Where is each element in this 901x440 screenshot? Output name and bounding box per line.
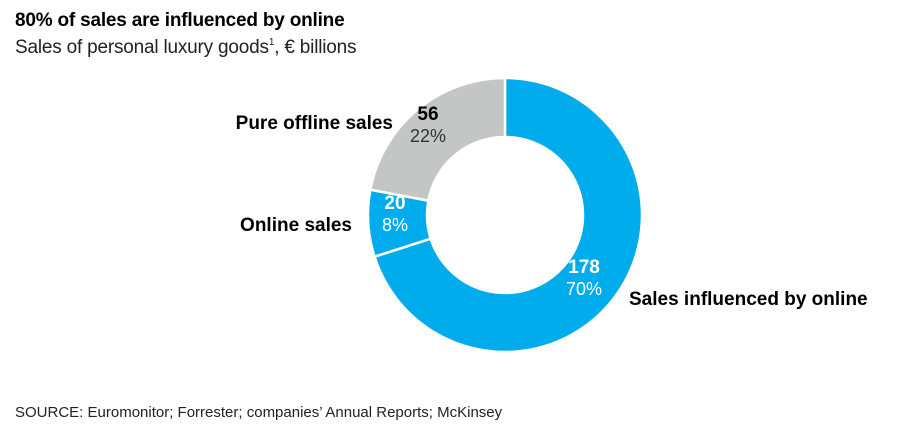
slice-value-label-2: 56 [417,104,438,125]
slice-percent-label-1: 8% [382,215,408,235]
slice-value-label-1: 20 [384,193,405,214]
slice-0 [372,76,644,354]
slice-percent-label-0: 70% [566,279,602,299]
source-note: SOURCE: Euromonitor; Forrester; companie… [15,404,503,421]
footnote-marker: 1 [268,37,275,48]
slice-category-label-2: Pure offline sales [236,113,393,134]
slice-2 [368,76,507,203]
chart-subtitle: Sales of personal luxury goods1, € billi… [15,37,356,59]
slice-value-label-0: 178 [568,257,600,278]
slice-category-label-1: Online sales [240,215,352,236]
subtitle-text: Sales of personal luxury goods [15,37,269,58]
chart-title: 80% of sales are influenced by online [15,10,345,31]
slice-percent-label-2: 22% [410,126,446,146]
subtitle-unit: , € billions [274,37,357,58]
slice-category-label-0: Sales influenced by online [629,289,868,310]
